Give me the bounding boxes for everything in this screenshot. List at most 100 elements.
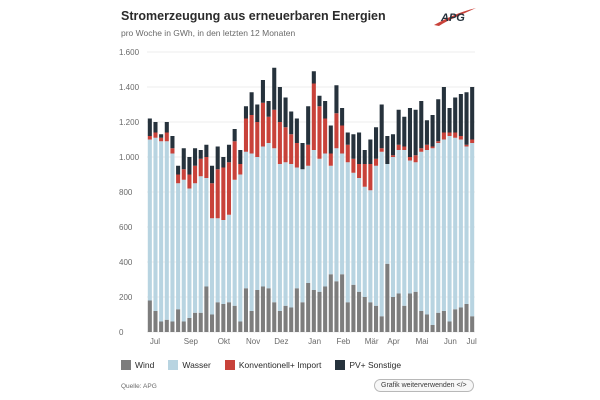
bar-segment-pv-sonstige[interactable]	[328, 125, 333, 154]
bar-segment-konventionell-import[interactable]	[153, 132, 158, 138]
bar-segment-wasser[interactable]	[345, 162, 350, 303]
bar-segment-konventionell-import[interactable]	[187, 174, 192, 189]
bar-segment-wind[interactable]	[430, 325, 435, 332]
bar-segment-wind[interactable]	[187, 318, 192, 332]
bar-segment-wasser[interactable]	[385, 164, 390, 264]
bar-segment-pv-sonstige[interactable]	[221, 157, 226, 168]
bar-segment-wasser[interactable]	[272, 148, 277, 303]
bar-segment-wasser[interactable]	[334, 148, 339, 282]
bar-segment-wind[interactable]	[249, 311, 254, 332]
bar-segment-wind[interactable]	[379, 316, 384, 332]
bar-segment-pv-sonstige[interactable]	[226, 144, 232, 163]
bar-segment-konventionell-import[interactable]	[232, 141, 237, 180]
bar-segment-wasser[interactable]	[390, 157, 396, 297]
bar-segment-wind[interactable]	[413, 291, 418, 332]
bar-segment-konventionell-import[interactable]	[362, 164, 367, 187]
bar-segment-konventionell-import[interactable]	[193, 165, 198, 184]
bar-segment-wind[interactable]	[204, 286, 209, 333]
bar-segment-wasser[interactable]	[181, 179, 186, 322]
bar-segment-pv-sonstige[interactable]	[407, 108, 412, 157]
bar-segment-wasser[interactable]	[351, 172, 356, 285]
bar-segment-konventionell-import[interactable]	[164, 132, 169, 142]
bar-segment-wind[interactable]	[345, 302, 350, 332]
bar-segment-wind[interactable]	[334, 281, 339, 332]
bar-segment-wind[interactable]	[464, 304, 469, 332]
bar-segment-konventionell-import[interactable]	[453, 132, 458, 138]
bar-segment-konventionell-import[interactable]	[317, 106, 322, 159]
bar-segment-wind[interactable]	[311, 290, 316, 332]
bar-segment-wind[interactable]	[232, 305, 237, 332]
bar-segment-wasser[interactable]	[396, 150, 401, 294]
bar-segment-wind[interactable]	[447, 321, 452, 333]
bar-segment-pv-sonstige[interactable]	[458, 94, 463, 136]
bar-segment-konventionell-import[interactable]	[419, 148, 424, 152]
bar-segment-wind[interactable]	[436, 312, 441, 332]
bar-segment-konventionell-import[interactable]	[210, 183, 215, 219]
bar-segment-konventionell-import[interactable]	[413, 155, 418, 163]
bar-segment-konventionell-import[interactable]	[283, 127, 288, 163]
bar-segment-wasser[interactable]	[470, 143, 475, 317]
bar-segment-wasser[interactable]	[407, 160, 412, 294]
bar-segment-konventionell-import[interactable]	[436, 141, 441, 143]
bar-segment-konventionell-import[interactable]	[328, 153, 333, 166]
bar-segment-konventionell-import[interactable]	[334, 113, 339, 149]
bar-segment-pv-sonstige[interactable]	[243, 106, 248, 119]
bar-segment-wasser[interactable]	[204, 178, 209, 287]
bar-segment-wasser[interactable]	[323, 153, 328, 287]
bar-segment-wind[interactable]	[215, 302, 220, 332]
bar-segment-pv-sonstige[interactable]	[311, 71, 316, 84]
bar-segment-pv-sonstige[interactable]	[198, 150, 203, 159]
bar-segment-konventionell-import[interactable]	[379, 148, 384, 152]
bar-segment-pv-sonstige[interactable]	[317, 95, 322, 107]
bar-segment-pv-sonstige[interactable]	[153, 122, 158, 133]
bar-segment-pv-sonstige[interactable]	[294, 118, 299, 144]
bar-segment-wind[interactable]	[164, 319, 169, 332]
bar-segment-konventionell-import[interactable]	[340, 125, 345, 154]
bar-segment-konventionell-import[interactable]	[249, 115, 254, 154]
bar-segment-wind[interactable]	[277, 311, 282, 332]
bar-segment-wasser[interactable]	[374, 165, 379, 306]
bar-segment-wasser[interactable]	[447, 136, 452, 322]
bar-segment-wind[interactable]	[402, 305, 407, 332]
bar-segment-wind[interactable]	[441, 311, 446, 332]
bar-segment-wasser[interactable]	[458, 139, 463, 308]
bar-segment-wind[interactable]	[374, 305, 379, 332]
bar-segment-wind[interactable]	[266, 288, 271, 332]
bar-segment-wind[interactable]	[340, 274, 345, 332]
bar-segment-wind[interactable]	[351, 284, 356, 332]
bar-segment-konventionell-import[interactable]	[458, 136, 463, 140]
bar-segment-pv-sonstige[interactable]	[368, 139, 373, 165]
bar-segment-pv-sonstige[interactable]	[340, 108, 345, 126]
bar-segment-pv-sonstige[interactable]	[390, 134, 396, 156]
bar-segment-pv-sonstige[interactable]	[379, 104, 384, 149]
bar-segment-pv-sonstige[interactable]	[424, 120, 429, 145]
bar-segment-wasser[interactable]	[436, 143, 441, 313]
bar-segment-pv-sonstige[interactable]	[193, 148, 198, 166]
bar-segment-wasser[interactable]	[413, 162, 418, 292]
bar-segment-wasser[interactable]	[419, 151, 424, 311]
bar-segment-pv-sonstige[interactable]	[396, 109, 401, 145]
bar-segment-wasser[interactable]	[300, 169, 305, 303]
bar-segment-wind[interactable]	[255, 290, 260, 332]
bar-segment-wind[interactable]	[453, 309, 458, 332]
bar-segment-wind[interactable]	[147, 300, 152, 333]
bar-segment-wasser[interactable]	[159, 141, 164, 322]
bar-segment-pv-sonstige[interactable]	[413, 109, 418, 156]
bar-segment-konventionell-import[interactable]	[198, 158, 203, 177]
bar-segment-wasser[interactable]	[238, 174, 243, 322]
bar-segment-wind[interactable]	[193, 312, 198, 332]
bar-segment-pv-sonstige[interactable]	[362, 150, 367, 164]
bar-segment-konventionell-import[interactable]	[266, 116, 271, 143]
bar-segment-pv-sonstige[interactable]	[204, 144, 209, 157]
bar-segment-wind[interactable]	[419, 311, 424, 332]
bar-segment-wind[interactable]	[323, 286, 328, 333]
bar-segment-wasser[interactable]	[249, 153, 254, 312]
bar-segment-konventionell-import[interactable]	[181, 169, 186, 180]
bar-segment-konventionell-import[interactable]	[306, 144, 311, 166]
bar-segment-wasser[interactable]	[198, 176, 203, 313]
bar-segment-konventionell-import[interactable]	[147, 136, 152, 140]
bar-segment-konventionell-import[interactable]	[357, 164, 362, 178]
bar-segment-pv-sonstige[interactable]	[249, 92, 254, 115]
bar-segment-pv-sonstige[interactable]	[453, 97, 458, 133]
bar-segment-pv-sonstige[interactable]	[289, 111, 294, 135]
